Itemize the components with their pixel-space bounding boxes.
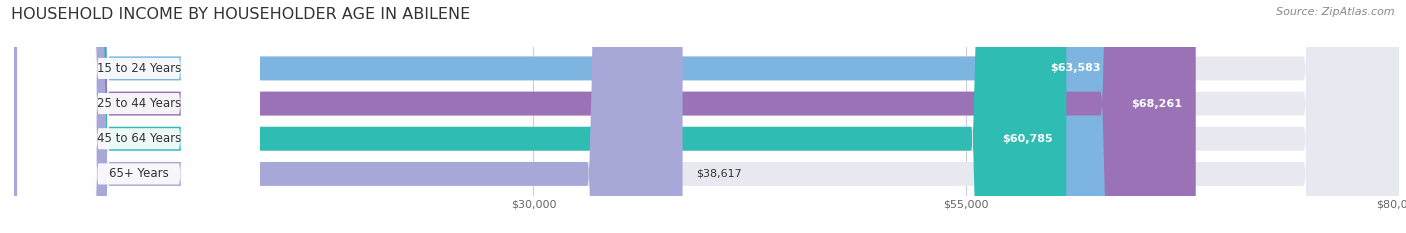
FancyBboxPatch shape — [17, 0, 260, 233]
Text: $38,617: $38,617 — [696, 169, 742, 179]
Text: Source: ZipAtlas.com: Source: ZipAtlas.com — [1277, 7, 1395, 17]
FancyBboxPatch shape — [14, 0, 1399, 233]
FancyBboxPatch shape — [14, 0, 1399, 233]
Text: 65+ Years: 65+ Years — [108, 168, 169, 180]
FancyBboxPatch shape — [17, 0, 260, 233]
Text: 15 to 24 Years: 15 to 24 Years — [97, 62, 181, 75]
FancyBboxPatch shape — [14, 0, 1195, 233]
Text: HOUSEHOLD INCOME BY HOUSEHOLDER AGE IN ABILENE: HOUSEHOLD INCOME BY HOUSEHOLDER AGE IN A… — [11, 7, 471, 22]
FancyBboxPatch shape — [14, 0, 682, 233]
FancyBboxPatch shape — [14, 0, 1399, 233]
Text: $63,583: $63,583 — [1050, 63, 1101, 73]
Text: $68,261: $68,261 — [1130, 99, 1182, 109]
FancyBboxPatch shape — [17, 0, 260, 233]
Text: 45 to 64 Years: 45 to 64 Years — [97, 132, 181, 145]
FancyBboxPatch shape — [14, 0, 1115, 233]
FancyBboxPatch shape — [14, 0, 1399, 233]
Text: 25 to 44 Years: 25 to 44 Years — [97, 97, 181, 110]
Text: $60,785: $60,785 — [1002, 134, 1053, 144]
FancyBboxPatch shape — [17, 0, 260, 233]
FancyBboxPatch shape — [14, 0, 1066, 233]
